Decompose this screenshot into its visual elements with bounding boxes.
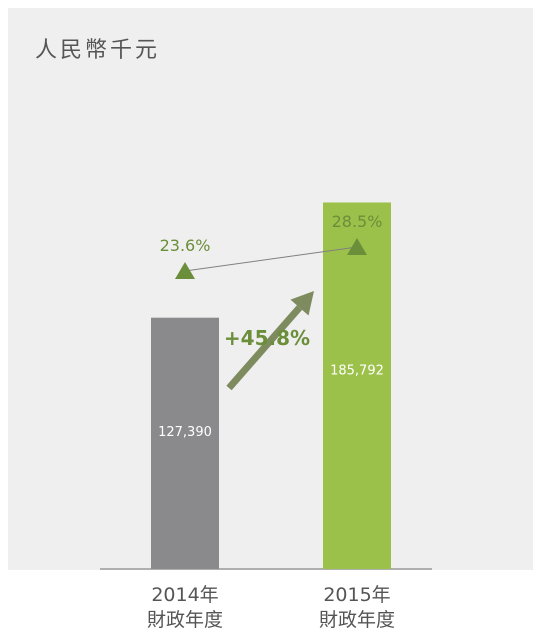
bar-2 <box>323 202 391 570</box>
bar-value-label-2: 185,792 <box>330 364 384 379</box>
margin-line <box>184 246 358 272</box>
margin-label-1: 23.6% <box>160 236 211 255</box>
unit-label: 人民幣千元 <box>35 38 161 63</box>
x-tick-label-2015: 2015年 財政年度 <box>287 583 427 633</box>
growth-arrow-shaft <box>226 305 303 391</box>
margin-marker-2 <box>347 238 367 255</box>
chart-panel <box>8 8 533 570</box>
x-tick-period-2014: 財政年度 <box>146 609 223 631</box>
x-tick-year-2015: 2015年 <box>323 584 391 606</box>
margin-marker-1 <box>175 262 195 279</box>
x-tick-period-2015: 財政年度 <box>318 609 395 631</box>
bar-value-label-1: 127,390 <box>158 425 212 440</box>
bar-1 <box>151 317 219 569</box>
margin-label-2: 28.5% <box>332 212 383 231</box>
growth-arrow-head <box>290 291 314 316</box>
growth-label: +45.8% <box>224 326 310 350</box>
x-tick-label-2014: 2014年 財政年度 <box>115 583 255 633</box>
x-tick-year-2014: 2014年 <box>151 584 219 606</box>
